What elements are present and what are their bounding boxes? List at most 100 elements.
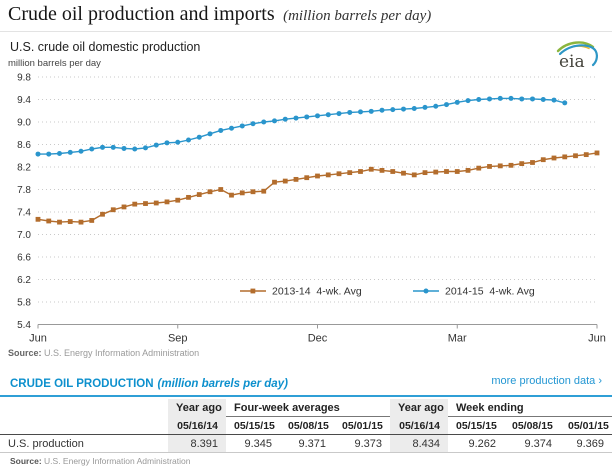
data-point-marker	[186, 194, 191, 200]
table-source: Source: U.S. Energy Information Administ…	[0, 453, 612, 466]
date-cell: 05/16/14	[168, 416, 226, 435]
table-source-text: U.S. Energy Information Administration	[44, 456, 191, 466]
data-point-marker	[551, 155, 557, 161]
data-point-marker	[454, 99, 460, 105]
data-point-marker	[207, 131, 213, 137]
group-header-four-week-averages: Four-week averages	[226, 399, 390, 417]
data-point-marker	[508, 95, 514, 101]
data-point-marker	[261, 188, 267, 194]
data-point-marker	[497, 163, 503, 169]
data-point-marker	[433, 103, 439, 109]
legend-label: 2014-15 4-wk. Avg	[445, 286, 535, 298]
y-tick-label: 8.6	[17, 140, 31, 151]
x-tick-label: Dec	[308, 333, 328, 345]
page-header: Crude oil production and imports (millio…	[0, 0, 612, 32]
data-point-marker	[379, 167, 385, 173]
legend-item-2013-14: 2013-14 4-wk. Avg	[240, 286, 362, 298]
data-point-marker	[164, 140, 170, 146]
production-line-chart: 9.8 9.4 9.0 8.6 8.2 7.8 7.4 7.0 6.6 6.2 5.8 5.4 Jun S…	[17, 73, 606, 345]
data-point-marker	[304, 114, 310, 120]
chart-source-text: U.S. Energy Information Administration	[44, 348, 200, 358]
data-point-marker	[89, 146, 95, 152]
value-cell: 9.373	[334, 434, 390, 453]
series-2013-14	[35, 150, 600, 225]
row-label-us-production: U.S. production	[0, 434, 168, 453]
eia-logo-icon: eia	[556, 41, 598, 72]
data-point-marker	[390, 169, 396, 174]
table-dates-row: 05/16/14 05/15/15 05/08/15 05/01/15 05/1…	[0, 416, 612, 435]
data-point-marker	[293, 115, 299, 121]
value-cell: 9.262	[448, 434, 504, 453]
data-point-marker	[250, 121, 256, 127]
data-point-marker	[573, 153, 578, 159]
data-point-marker	[293, 176, 299, 182]
y-tick-label: 5.4	[17, 320, 31, 331]
data-point-marker	[487, 96, 492, 102]
data-point-marker	[218, 127, 224, 133]
data-point-marker	[325, 172, 331, 178]
data-point-marker	[347, 109, 353, 115]
data-point-marker	[153, 142, 159, 148]
data-point-marker	[153, 200, 159, 206]
data-point-marker	[325, 112, 331, 118]
data-point-marker	[78, 219, 84, 225]
data-point-marker	[282, 178, 288, 184]
data-point-marker	[175, 197, 181, 203]
data-point-marker	[465, 98, 471, 104]
eia-logo-text: eia	[559, 52, 585, 72]
data-point-marker	[89, 218, 95, 223]
data-point-marker	[551, 97, 557, 103]
date-cell: 05/15/15	[226, 416, 280, 435]
x-tick-label: Jun	[588, 333, 606, 345]
chart-heading: U.S. crude oil domestic production	[10, 40, 201, 54]
value-cell: 8.391	[168, 434, 226, 453]
date-cell: 05/01/15	[560, 416, 612, 435]
data-point-marker	[57, 151, 62, 156]
y-tick-label: 9.4	[17, 95, 31, 106]
more-production-data-link[interactable]: more production data ›	[491, 375, 602, 387]
data-point-marker	[35, 151, 41, 157]
value-cell: 9.369	[560, 434, 612, 453]
data-point-marker	[422, 170, 428, 176]
data-point-marker	[261, 119, 267, 125]
data-point-marker	[540, 97, 546, 102]
data-point-marker	[164, 199, 170, 205]
data-point-marker	[272, 118, 277, 124]
data-point-marker	[530, 160, 535, 165]
data-point-marker	[239, 190, 245, 196]
table-title-units-note: (million barrels per day)	[157, 378, 288, 390]
gridlines	[38, 76, 597, 303]
us-production-row: U.S. production 8.391 9.345 9.371 9.373 …	[0, 434, 612, 453]
data-point-marker	[282, 116, 288, 122]
legend-label: 2013-14 4-wk. Avg	[272, 286, 362, 298]
data-point-marker	[422, 104, 428, 110]
data-point-marker	[401, 106, 406, 112]
production-data-table: Year ago Four-week averages Year ago Wee…	[0, 399, 612, 453]
data-point-marker	[411, 172, 417, 178]
group-header-year-ago-1: Year ago	[168, 399, 226, 417]
data-point-marker	[229, 192, 234, 198]
y-tick-label: 7.4	[17, 208, 31, 219]
date-cell: 05/08/15	[280, 416, 334, 435]
data-point-marker	[476, 165, 482, 171]
chart-section: U.S. crude oil domestic production eia m…	[0, 32, 612, 358]
value-cell: 9.345	[226, 434, 280, 453]
data-point-marker	[444, 102, 449, 108]
table-title: CRUDE OIL PRODUCTION	[10, 378, 154, 390]
x-tick-label: Jun	[29, 333, 47, 345]
data-point-marker	[304, 175, 310, 181]
data-point-marker	[368, 108, 374, 114]
y-tick-label: 6.2	[17, 275, 31, 286]
data-point-marker	[390, 107, 396, 113]
data-point-marker	[196, 134, 202, 140]
data-point-marker	[110, 144, 116, 150]
y-tick-label: 9.0	[17, 118, 31, 129]
data-point-marker	[358, 109, 363, 115]
data-point-marker	[519, 161, 525, 167]
data-point-marker	[444, 169, 449, 174]
data-point-marker	[519, 96, 525, 102]
data-point-marker	[57, 219, 62, 225]
data-point-marker	[315, 173, 320, 179]
data-point-marker	[229, 125, 234, 131]
data-point-marker	[143, 201, 148, 206]
